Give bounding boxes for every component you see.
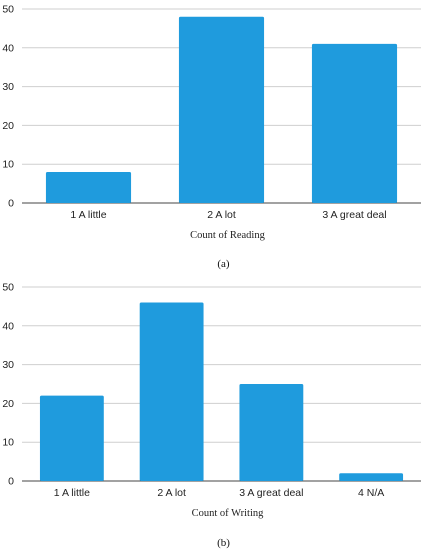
bar <box>178 16 265 204</box>
y-tick-label: 10 <box>2 159 14 171</box>
x-tick-label: 3 A great deal <box>239 487 303 499</box>
y-tick-label: 30 <box>2 81 14 93</box>
x-tick-label: 2 A lot <box>207 209 236 221</box>
bar <box>311 43 398 203</box>
y-tick-label: 0 <box>8 476 14 488</box>
bar <box>45 171 132 203</box>
x-tick-label: 1 A little <box>54 487 90 499</box>
x-axis-label: Count of Writing <box>192 508 264 519</box>
bar <box>239 384 304 481</box>
bar <box>39 395 104 481</box>
x-axis-label: Count of Reading <box>190 230 265 241</box>
y-tick-label: 20 <box>2 120 14 132</box>
bar <box>339 473 404 481</box>
y-tick-label: 50 <box>2 282 14 294</box>
figure-caption: (b) <box>217 537 230 549</box>
y-tick-label: 40 <box>2 42 14 54</box>
y-tick-label: 50 <box>2 4 14 16</box>
chart-a: 0 10 20 30 40 50 1 A little 2 A lot 3 A great de… <box>2 4 421 270</box>
x-tick-label: 3 A great deal <box>322 209 386 221</box>
x-tick-label: 2 A lot <box>157 487 186 499</box>
y-tick-label: 10 <box>2 437 14 449</box>
x-tick-label: 4 N/A <box>358 487 384 499</box>
y-tick-label: 30 <box>2 359 14 371</box>
chart-b: 0 10 20 30 40 50 1 A little 2 A lot 3 A great de… <box>2 282 421 549</box>
bar <box>139 302 204 481</box>
y-tick-label: 40 <box>2 320 14 332</box>
y-tick-label: 20 <box>2 398 14 410</box>
x-tick-label: 1 A little <box>70 209 106 221</box>
y-tick-label: 0 <box>8 198 14 210</box>
figure-caption: (a) <box>217 258 230 270</box>
